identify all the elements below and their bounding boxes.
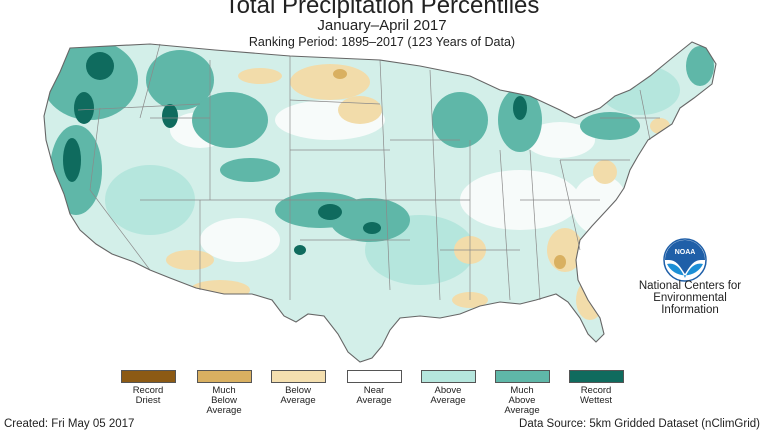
map-title: Total Precipitation Percentiles	[224, 0, 540, 19]
legend-label-line: Average	[280, 395, 316, 406]
legend-label-line: Above	[508, 395, 536, 406]
legend-swatch	[346, 370, 402, 383]
legend: Record Driest Much Below Average Below Average…	[112, 370, 632, 420]
legend-label-line: Average	[206, 405, 242, 416]
record-wettest-areas	[63, 52, 527, 255]
legend-label: Near Average	[344, 386, 404, 406]
noaa-logo-icon: NOAA	[663, 238, 707, 282]
legend-label: Record Wettest	[566, 386, 626, 406]
legend-label-line: Above	[434, 385, 462, 396]
legend-label: Much Below Average	[194, 386, 254, 416]
legend-item: Record Wettest	[566, 370, 626, 406]
legend-label-line: Record	[580, 385, 612, 396]
legend-label-line: Average	[504, 405, 540, 416]
legend-label: Record Driest	[118, 386, 178, 406]
agency-line-2: Environmental	[653, 292, 727, 304]
legend-label-line: Average	[430, 395, 466, 406]
legend-label-line: Near	[363, 385, 385, 396]
legend-label: Below Average	[268, 386, 328, 406]
legend-label-line: Driest	[135, 395, 161, 406]
agency-line-3: Information	[661, 304, 719, 316]
legend-label-line: Below	[285, 385, 311, 396]
legend-label-line: Much	[212, 385, 236, 396]
legend-label-line: Average	[356, 395, 392, 406]
ranking-period: Ranking Period: 1895–2017 (123 Years of …	[248, 35, 516, 49]
legend-swatch	[196, 370, 252, 383]
legend-item: Above Average	[418, 370, 478, 406]
map-subtitle: January–April 2017	[317, 17, 447, 34]
legend-swatch	[568, 370, 624, 383]
agency-name: National Centers for Environmental Infor…	[634, 280, 746, 316]
legend-label-line: Much	[510, 385, 534, 396]
legend-item: Below Average	[268, 370, 328, 406]
legend-swatch	[120, 370, 176, 383]
legend-item: Near Average	[344, 370, 404, 406]
legend-swatch	[494, 370, 550, 383]
legend-label: Above Average	[418, 386, 478, 406]
agency-line-1: National Centers for	[638, 280, 742, 292]
state-borders	[77, 43, 660, 301]
data-source: Data Source: 5km Gridded Dataset (nClimG…	[519, 418, 760, 430]
legend-label-line: Wettest	[579, 395, 613, 406]
legend-item: Much Above Average	[492, 370, 552, 416]
legend-label-line: Record	[132, 385, 164, 396]
legend-swatch	[270, 370, 326, 383]
noaa-logo-text: NOAA	[675, 249, 696, 256]
legend-label-line: Below	[211, 395, 237, 406]
legend-label: Much Above Average	[492, 386, 552, 416]
much-above-average-areas	[44, 42, 714, 242]
legend-swatch	[420, 370, 476, 383]
legend-item: Much Below Average	[194, 370, 254, 416]
legend-item: Record Driest	[118, 370, 178, 406]
created-date: Created: Fri May 05 2017	[4, 418, 135, 430]
